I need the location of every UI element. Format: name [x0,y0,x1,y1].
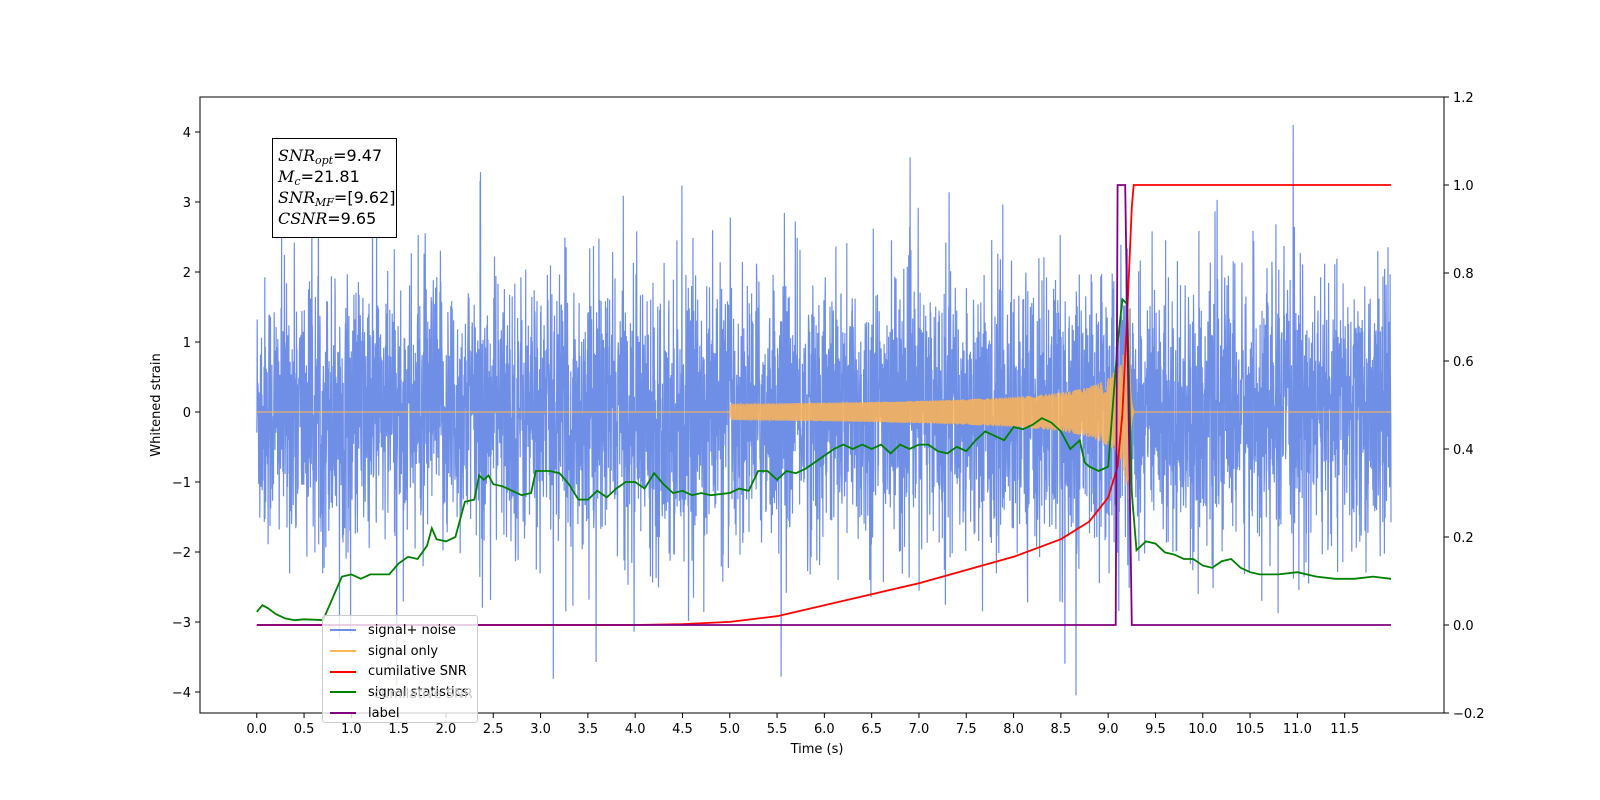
legend: cumilative SNR signal+ noise signal only… [322,615,478,723]
legend-label: signal+ noise [368,622,457,638]
legend-swatch [330,670,356,673]
y-left-tick-label: −3 [172,616,191,631]
x-tick-label: 10.5 [1236,722,1265,737]
snr-mf-line: SNRMF=[9.62] [278,188,396,209]
y-right-tick-label: 0.6 [1453,355,1474,370]
legend-label: label [368,705,400,721]
legend-item-signal-statistics: signal statistics [330,682,477,703]
mc-line: Mc=21.81 [278,167,360,188]
y-right-tick-label: 1.2 [1453,91,1474,106]
y-left-tick-label: 4 [183,126,191,141]
legend-label: cumilative SNR [368,664,467,680]
y-left-tick-label: 2 [183,266,191,281]
x-tick-label: 5.5 [767,722,788,737]
x-tick-label: 9.0 [1098,722,1119,737]
legend-label: signal only [368,643,439,659]
csnr-line: CSNR=9.65 [278,209,377,228]
legend-swatch [330,691,356,694]
y-left-tick-label: 1 [183,336,191,351]
y-left-tick-label: −2 [172,546,191,561]
x-tick-label: 4.5 [672,722,693,737]
x-tick-label: 2.0 [436,722,457,737]
x-tick-label: 7.0 [909,722,930,737]
legend-item-label: label [330,703,477,724]
y-left-tick-label: −4 [172,686,191,701]
y-left-tick-label: 3 [183,196,191,211]
x-tick-label: 11.0 [1283,722,1312,737]
legend-item-signal-only: signal only [330,641,477,662]
x-tick-label: 8.0 [1003,722,1024,737]
legend-ghost-text: cumilative SNR [374,687,473,702]
x-tick-label: 1.5 [388,722,409,737]
x-tick-label: 2.5 [483,722,504,737]
series-signal-statistics [256,297,1392,622]
series-layer [256,124,1392,696]
x-tick-label: 9.5 [1145,722,1166,737]
y-axis-right-ticks: 1.2 1.0 0.8 0.6 0.4 0.2 0.0 −0.2 [1444,91,1485,722]
x-tick-label: 7.5 [956,722,977,737]
y-left-tick-label: −1 [172,476,191,491]
x-tick-label: 3.0 [530,722,551,737]
x-tick-label: 6.0 [814,722,835,737]
x-axis-ticks: 0.0 0.5 1.0 1.5 2.0 2.5 3.0 3.5 4.0 4.5 5.0 5.5 6.0 6… [246,713,1359,737]
y-axis-label: Whitened strain [149,353,164,456]
snr-opt-line: SNRopt=9.47 [278,146,383,167]
x-tick-label: 0.5 [294,722,315,737]
x-tick-label: 4.0 [625,722,646,737]
legend-swatch [330,629,356,632]
snr-annotation-box: SNRopt=9.47 Mc=21.81 SNRMF=[9.62] CSNR=9… [272,138,397,238]
y-right-tick-label: 0.8 [1453,267,1474,282]
legend-swatch [330,650,356,653]
legend-label: signal statistics [368,684,469,700]
x-tick-label: 0.0 [246,722,267,737]
series-signal-only [256,309,1391,500]
x-tick-label: 3.5 [578,722,599,737]
y-right-tick-label: 1.0 [1453,179,1474,194]
legend-item-signal-noise: signal+ noise [330,620,477,641]
x-axis-label: Time (s) [790,742,844,757]
legend-item-cumulative-snr: cumilative SNR [330,661,477,682]
x-tick-label: 11.5 [1330,722,1359,737]
y-axis-left-ticks: 4 3 2 1 0 −1 −2 −3 −4 [172,126,200,701]
x-tick-label: 10.0 [1188,722,1217,737]
y-right-tick-label: 0.0 [1453,619,1474,634]
legend-swatch [330,712,356,715]
series-signal-noise [256,124,1392,696]
x-tick-label: 6.5 [861,722,882,737]
x-tick-label: 1.0 [341,722,362,737]
series-label [256,184,1391,626]
y-left-tick-label: 0 [183,406,191,421]
y-right-tick-label: −0.2 [1453,707,1485,722]
x-tick-label: 5.0 [719,722,740,737]
y-right-tick-label: 0.4 [1453,443,1474,458]
x-tick-label: 8.5 [1051,722,1072,737]
y-right-tick-label: 0.2 [1453,531,1474,546]
plot-frame [199,96,1445,714]
